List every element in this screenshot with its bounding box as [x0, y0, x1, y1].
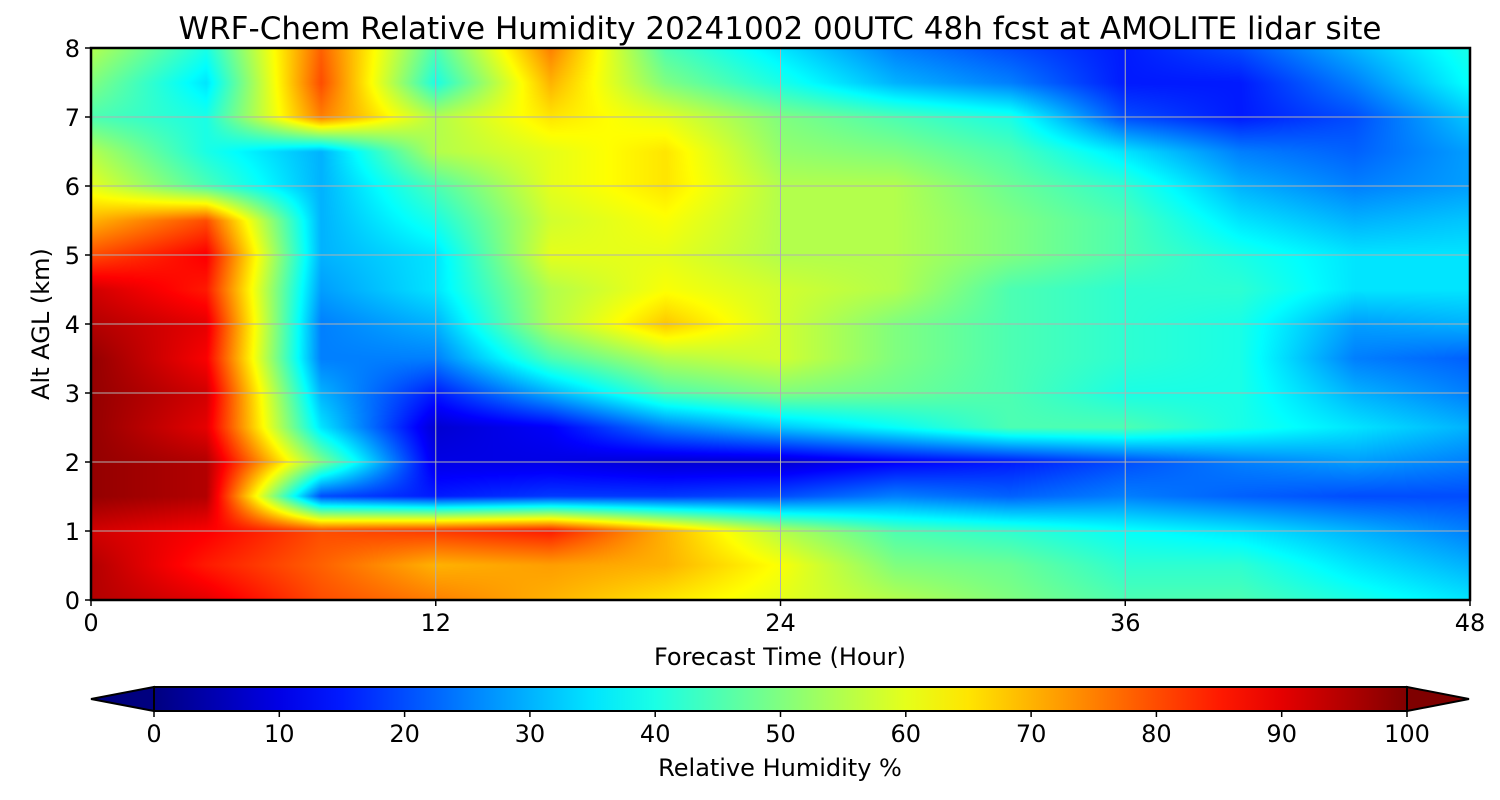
colorbar-tick-label: 30 — [515, 720, 546, 748]
colorbar-tick-label: 70 — [1016, 720, 1047, 748]
colorbar-tick-label: 90 — [1266, 720, 1297, 748]
x-tick-label: 36 — [1110, 609, 1141, 637]
y-tick-label: 7 — [65, 104, 80, 132]
colorbar-tick-label: 0 — [146, 720, 161, 748]
y-axis-label: Alt AGL (km) — [27, 248, 55, 400]
y-tick-label: 4 — [65, 311, 80, 339]
y-tick-label: 5 — [65, 242, 80, 270]
colorbar: 0 10 20 30 40 50 60 70 80 90 100 Relative Humidity… — [90, 685, 1470, 782]
chart-title: WRF-Chem Relative Humidity 20241002 00UT… — [178, 11, 1381, 47]
colorbar-tick-label: 20 — [389, 720, 420, 748]
x-axis-ticks: 0 12 24 36 48 — [83, 600, 1485, 637]
colorbar-tick-label: 60 — [891, 720, 922, 748]
colorbar-tick-label: 40 — [640, 720, 671, 748]
x-axis-label: Forecast Time (Hour) — [654, 643, 906, 671]
colorbar-tick-label: 10 — [264, 720, 295, 748]
colorbar-extend-low — [90, 685, 155, 713]
grid-lines — [91, 48, 1470, 600]
x-tick-label: 12 — [420, 609, 451, 637]
x-tick-label: 0 — [83, 609, 98, 637]
y-tick-label: 3 — [65, 380, 80, 408]
y-axis-ticks: 0 1 2 3 4 5 6 7 8 — [65, 35, 91, 615]
colorbar-tick-label: 80 — [1141, 720, 1172, 748]
colorbar-ticks: 0 10 20 30 40 50 60 70 80 90 100 — [146, 711, 1430, 748]
colorbar-extend-high — [1406, 685, 1470, 713]
colorbar-gradient — [153, 686, 1408, 712]
colorbar-tick-label: 100 — [1384, 720, 1430, 748]
y-tick-label: 6 — [65, 173, 80, 201]
colorbar-tick-label: 50 — [765, 720, 796, 748]
colorbar-label: Relative Humidity % — [658, 754, 902, 782]
plot-area — [89, 46, 1472, 602]
y-tick-label: 0 — [65, 587, 80, 615]
y-tick-label: 8 — [65, 35, 80, 63]
x-tick-label: 48 — [1455, 609, 1486, 637]
y-tick-label: 1 — [65, 518, 80, 546]
x-tick-label: 24 — [765, 609, 796, 637]
y-tick-label: 2 — [65, 449, 80, 477]
